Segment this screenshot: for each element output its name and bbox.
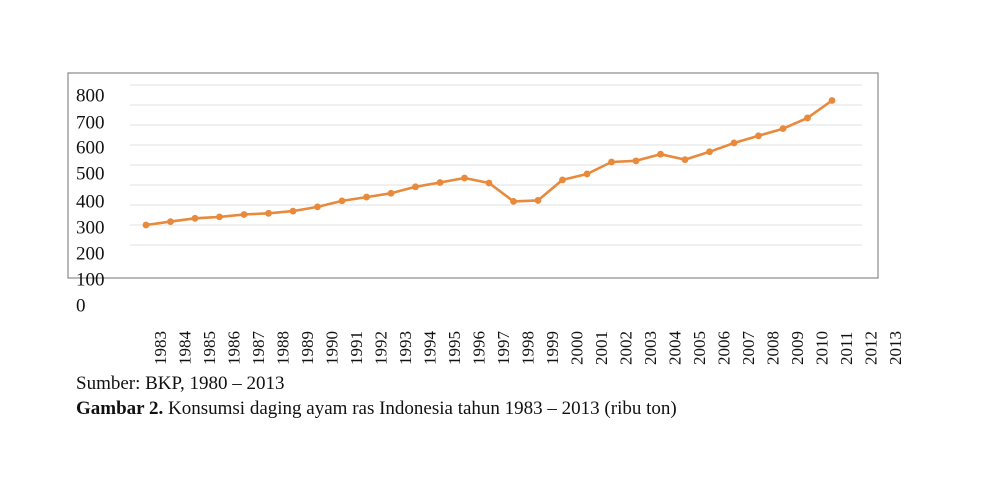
x-tick-label: 1995 [445, 331, 464, 365]
x-tick-label: 2012 [862, 331, 881, 365]
y-tick-label: 600 [76, 137, 105, 158]
data-point [363, 193, 370, 201]
data-point [461, 174, 468, 182]
x-tick-label: 1990 [323, 331, 342, 365]
x-tick-label: 2008 [764, 331, 783, 365]
x-tick-label: 2007 [739, 331, 758, 366]
x-tick-label: 1997 [494, 331, 513, 366]
plot-frame [67, 72, 879, 279]
data-point [755, 132, 762, 140]
x-tick-label: 1993 [396, 331, 415, 365]
y-tick-label: 700 [76, 112, 105, 133]
x-tick-label: 1991 [347, 331, 366, 365]
series-layer [142, 97, 836, 229]
y-tick-label: 800 [76, 85, 105, 106]
x-tick-label: 2011 [837, 332, 856, 365]
y-tick-label: 300 [76, 217, 105, 238]
data-point [804, 114, 811, 122]
data-point [583, 170, 591, 178]
x-tick-label: 1994 [421, 331, 440, 366]
data-point [534, 197, 542, 204]
data-point [485, 179, 493, 187]
data-point [167, 218, 174, 226]
x-tick-label: 2002 [617, 331, 636, 365]
y-tick-label: 200 [76, 243, 105, 264]
data-point [510, 197, 517, 205]
y-tick-label: 100 [76, 269, 105, 290]
data-point [191, 214, 199, 222]
x-tick-label: 2005 [690, 331, 709, 365]
x-tick-label: 1988 [274, 331, 293, 365]
x-tick-label: 1987 [249, 331, 268, 366]
data-point [828, 97, 836, 104]
x-tick-label: 2009 [788, 331, 807, 365]
x-tick-label: 2006 [715, 331, 734, 365]
data-point [706, 148, 713, 156]
x-tick-label: 1984 [176, 331, 195, 366]
data-point [314, 203, 321, 211]
x-tick-label: 2013 [886, 331, 905, 365]
data-point [265, 209, 272, 217]
x-tick-label: 1992 [372, 331, 391, 365]
data-point [730, 139, 738, 147]
x-tick-label: 2010 [813, 331, 832, 365]
data-point [436, 179, 444, 186]
data-point [338, 197, 346, 205]
data-point [779, 125, 787, 133]
x-tick-label: 2001 [592, 331, 611, 365]
data-point [632, 157, 640, 165]
x-tick-label: 2000 [568, 331, 587, 365]
data-point [216, 213, 223, 221]
data-point [387, 189, 395, 197]
series-line [145, 99, 833, 227]
data-point [559, 176, 566, 184]
data-point [142, 221, 150, 229]
x-tick-label: 1998 [519, 331, 538, 365]
x-tick-label: 1996 [470, 331, 489, 365]
x-tick-label: 1985 [200, 331, 219, 365]
caption-text: Konsumsi daging ayam ras Indonesia tahun… [168, 398, 677, 419]
data-point [240, 211, 248, 218]
x-tick-label: 1999 [543, 331, 562, 365]
data-point [289, 207, 297, 215]
data-point [608, 158, 615, 166]
y-tick-label: 400 [76, 191, 105, 212]
source-note: Sumber: BKP, 1980 – 2013 [76, 373, 285, 394]
x-tick-label: 1986 [225, 331, 244, 365]
x-tick-label: 1983 [151, 331, 170, 365]
data-point [412, 183, 419, 191]
data-point [657, 150, 664, 158]
y-tick-label: 0 [76, 295, 86, 316]
x-tick-label: 2004 [666, 331, 685, 366]
data-point [681, 156, 689, 164]
x-tick-label: 1989 [298, 331, 317, 365]
y-tick-label: 500 [76, 163, 105, 184]
gridlines [130, 84, 862, 246]
x-tick-label: 2003 [641, 331, 660, 365]
y-axis-ticks: 800 700 600 500 400 300 200 100 0 [76, 85, 105, 316]
x-axis-ticks: 1983 1984 1985 1986 1987 1988 1989 1990 1991 1992… [151, 331, 905, 366]
caption-label: Gambar 2. [76, 398, 164, 419]
figure-caption: Gambar 2. Konsumsi daging ayam ras Indon… [76, 398, 677, 420]
